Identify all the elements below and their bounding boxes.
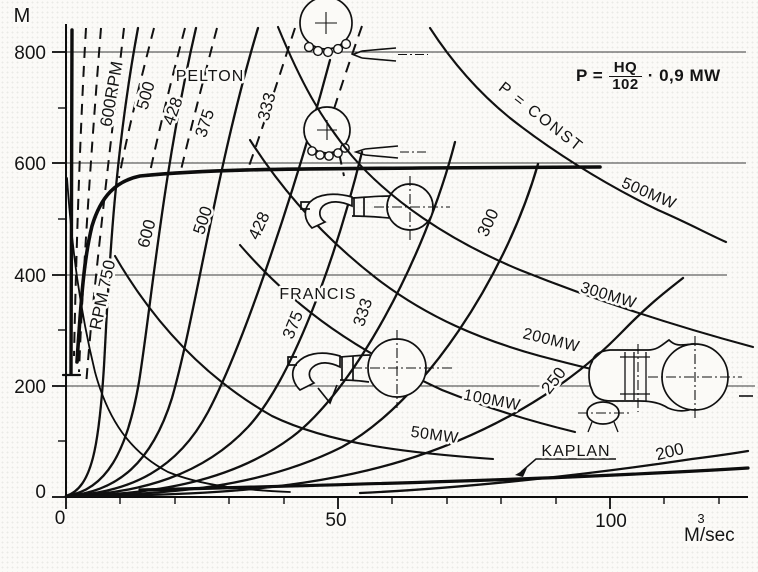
center-lines <box>578 336 742 420</box>
dashed-428 <box>149 27 186 173</box>
x-tick-0: 0 <box>55 508 66 529</box>
y-tick-400: 400 <box>14 266 46 287</box>
x-tick-100: 100 <box>595 511 627 532</box>
rpm-600 <box>64 26 198 498</box>
dashed-333 <box>248 27 296 167</box>
dashed-line-8 <box>331 25 363 177</box>
kaplan-hub-legs <box>587 421 619 433</box>
x-minor-ticks <box>119 497 720 504</box>
rpm-500 <box>64 26 260 498</box>
region-labels: PELTON FRANCIS KAPLAN <box>173 66 612 463</box>
francis-draft-v <box>317 384 338 405</box>
power-curve-300mw <box>276 25 755 349</box>
axis-labels: M 800 600 400 200 0 0 50 100 3 M/sec <box>11 3 737 549</box>
y-tick-600: 600 <box>14 154 46 175</box>
power-formula: P = HQ 102 · 0,9 MW <box>576 60 721 93</box>
center-cross <box>315 12 337 34</box>
pelton-nozzle <box>353 145 426 159</box>
francis-neck-top <box>351 195 391 199</box>
power-curve-50mw <box>113 254 495 461</box>
label-rpm-428: 428 <box>244 209 273 243</box>
label-500mw: 500MW <box>619 175 679 213</box>
label-rpm-300: 300 <box>473 206 502 240</box>
kaplan-turbine-sketch <box>578 336 753 433</box>
francis-inlet-tab <box>300 201 310 210</box>
y-minor-ticks <box>58 107 66 442</box>
rpm-375 <box>64 150 364 498</box>
francis-inlet-tab <box>287 356 297 366</box>
x-tick-50: 50 <box>325 510 346 531</box>
rpm-250 <box>64 276 685 498</box>
x-major-ticks <box>65 497 611 509</box>
label-kaplan: KAPLAN <box>541 443 610 460</box>
francis-volute <box>304 193 353 230</box>
formula-denominator: 102 <box>609 75 642 93</box>
label-dashed-333: 333 <box>254 90 280 122</box>
rpm-428 <box>64 58 332 498</box>
rpm-750 <box>64 26 140 498</box>
application-envelope <box>61 28 750 493</box>
power-curve-100mw <box>238 243 577 434</box>
francis-turbine-sketch-upper <box>300 176 450 240</box>
dashed-375 <box>180 27 218 171</box>
pelton-nozzle <box>350 47 428 62</box>
francis-neck-bottom <box>339 379 370 383</box>
envelope-upper <box>75 165 602 364</box>
label-dashed-600rpm: 600RPM <box>96 60 126 128</box>
rpm-solid-labels: RPM 750 600 500 428 375 333 300 250 200 <box>83 201 688 466</box>
pelton-buckets <box>303 38 352 58</box>
x-unit-superscript: 3 <box>697 511 704 526</box>
rpm-300 <box>64 162 540 498</box>
curves-over-sketches <box>64 25 755 498</box>
y-major-ticks <box>52 51 66 498</box>
rpm-lines-dashed <box>73 25 363 387</box>
dashed-line-2 <box>78 27 102 373</box>
y-tick-200: 200 <box>14 377 46 398</box>
leader-arrowhead <box>515 468 527 477</box>
kaplan-guide-vanes <box>620 352 650 401</box>
envelope-left-vertical <box>69 28 74 376</box>
pelton-wheel-sketch-upper <box>299 0 428 62</box>
center-lines <box>352 330 452 408</box>
label-dashed-428: 428 <box>159 95 187 128</box>
label-francis: FRANCIS <box>279 286 356 303</box>
label-rpm-375: 375 <box>279 308 307 341</box>
formula-rhs: · 0,9 MW <box>647 66 721 86</box>
dashed-500 <box>118 27 155 179</box>
power-curve-500mw <box>428 26 728 244</box>
y-axis-unit: M <box>14 5 31 27</box>
label-rpm-750: RPM 750 <box>86 258 119 331</box>
formula-fraction: HQ 102 <box>609 60 642 93</box>
label-50mw: 50MW <box>410 424 461 448</box>
label-100mw: 100MW <box>462 387 522 415</box>
label-300mw: 300MW <box>578 279 638 312</box>
y-tick-800: 800 <box>14 43 46 64</box>
label-dashed-500: 500 <box>133 79 159 112</box>
label-rpm-500: 500 <box>189 204 216 237</box>
label-rpm-250: 250 <box>537 364 569 398</box>
francis-turbine-sketch-lower <box>287 330 452 408</box>
formula-numerator: HQ <box>613 59 638 76</box>
envelope-divider <box>66 177 291 493</box>
kaplan-leader <box>515 458 616 477</box>
francis-neck-bottom <box>351 215 390 219</box>
label-rpm-600: 600 <box>134 217 160 249</box>
label-pelton: PELTON <box>176 68 245 85</box>
x-unit: M/sec <box>684 525 735 546</box>
dashed-line-1 <box>73 27 87 357</box>
axes <box>52 24 748 509</box>
formula-lhs: P = <box>576 66 604 86</box>
y-tick-0: 0 <box>35 482 46 503</box>
francis-volute <box>291 352 341 392</box>
label-200mw: 200MW <box>521 325 581 356</box>
rpm-200 <box>358 449 750 495</box>
francis-neck-top <box>339 354 371 358</box>
